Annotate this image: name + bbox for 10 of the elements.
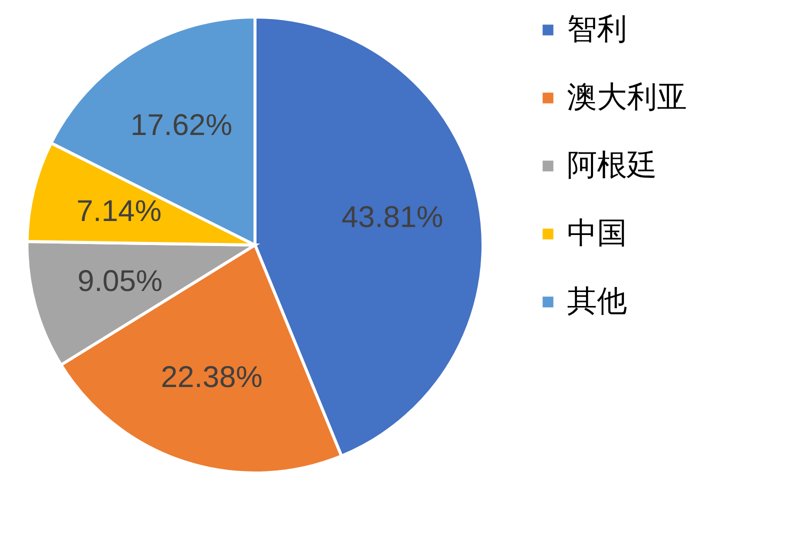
legend-label: 阿根廷	[567, 148, 657, 183]
data-label: 17.62%	[130, 108, 232, 142]
legend-label: 澳大利亚	[567, 80, 687, 115]
legend-label: 智利	[567, 12, 627, 47]
data-label: 22.38%	[160, 361, 263, 394]
data-label: 9.05%	[78, 265, 163, 298]
data-label: 43.81%	[341, 200, 444, 234]
data-label: 7.14%	[76, 194, 162, 228]
legend-label: 其他	[567, 284, 627, 319]
legend-label: 中国	[567, 216, 627, 251]
